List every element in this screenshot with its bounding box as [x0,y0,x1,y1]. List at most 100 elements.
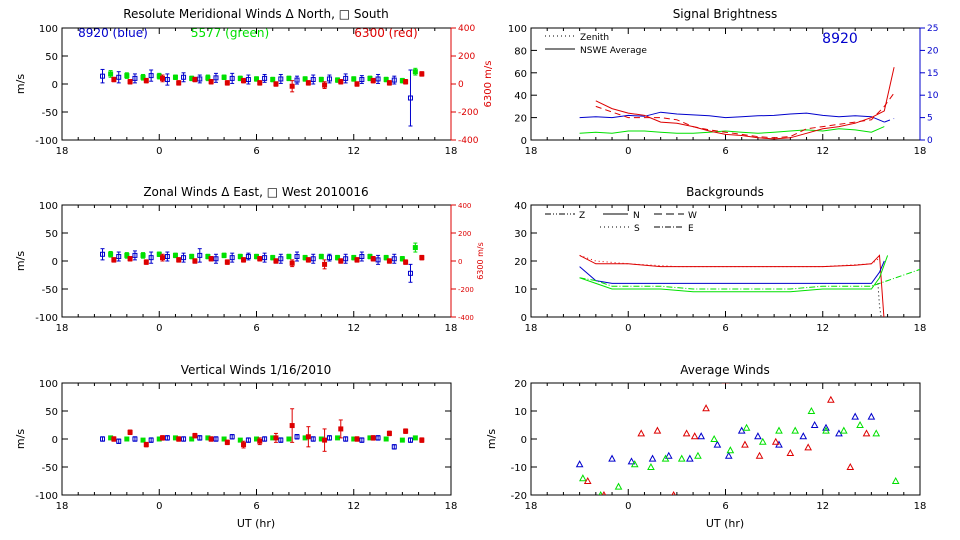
x-tick-label: 18 [525,323,538,334]
y-tick-label: -50 [42,463,58,474]
data-point-6300 [241,442,247,448]
data-point-5577 [335,435,341,441]
data-point-6300 [273,435,279,441]
data-point-8920 [213,256,219,262]
data-point-5577 [221,252,227,258]
x-tick-label: 12 [347,146,360,157]
y-tick-label: 40 [514,201,527,212]
y-tick-label: -50 [42,285,58,296]
legend-label-w: W [688,211,697,221]
data-point-6300 [419,437,425,443]
data-point-8920 [375,257,381,263]
data-point-6300 [273,258,279,264]
data-point-6300 [804,443,813,451]
y2-tick-label: 200 [458,52,475,62]
data-point-8920 [294,77,300,83]
data-point-6300 [224,439,230,445]
panel-signal-brightness: Signal Brightness 8920 Zenith NSWE Avera… [508,7,939,157]
data-point-6300 [257,438,263,444]
data-point-8920 [724,451,733,459]
data-point-6300 [671,490,676,495]
data-point-5577 [221,74,227,80]
data-point-6300 [370,78,376,84]
y-tick-label: 100 [39,379,58,390]
data-point-8920 [326,255,332,261]
data-point-8920 [343,436,349,442]
data-point-6300 [386,430,392,436]
data-point-5577 [351,436,357,442]
series-line-8920-zenith [884,118,895,123]
data-point-8920 [181,436,187,442]
data-point-6300 [208,79,214,85]
data-point-8920 [359,77,365,83]
x-tick-label: 18 [445,146,458,157]
series-line-6300-n [579,254,885,317]
data-point-6300 [386,258,392,264]
data-point-6300 [192,77,198,83]
y-tick-label: 0 [52,80,58,91]
data-point-8920 [359,437,365,443]
legend-label-nswe: NSWE Average [580,46,647,56]
data-point-6300 [653,426,662,434]
data-point-5577 [172,435,178,441]
x-tick-label: 12 [816,323,829,334]
data-point-6300 [403,428,409,434]
data-point-6300 [305,257,311,263]
y-tick-label: -10 [511,463,527,474]
data-point-5577 [351,76,357,82]
data-point-5577 [775,426,783,434]
data-point-8920 [407,270,413,276]
data-point-5577 [318,254,324,260]
x-tick-label: 6 [253,146,259,157]
data-point-6300 [143,442,149,448]
data-point-6300 [862,429,871,437]
y-tick-label: 30 [514,229,527,240]
legend-label-s: S [634,224,640,234]
data-point-6300 [241,257,247,263]
data-point-6300 [143,259,149,265]
x-tick-label: 12 [816,146,829,157]
data-point-5577 [286,254,292,260]
y-tick-label: -100 [35,136,58,147]
y-tick-label: 20 [514,257,527,268]
data-point-6300 [601,490,607,495]
data-point-6300 [111,77,117,83]
x-tick-label: 6 [253,323,259,334]
x-tick-label: 0 [625,323,631,334]
data-point-6300 [827,395,835,403]
data-point-6300 [419,71,425,77]
data-point-8920 [310,256,316,262]
x-tick-label: 18 [914,323,927,334]
data-point-5577 [156,73,162,79]
x-tick-label: 0 [156,323,162,334]
data-point-8920 [164,77,170,83]
y-tick-label: 50 [45,407,58,418]
annotation-8920-blue: 8920 (blue) [78,26,148,40]
legend-label-zenith: Zenith [580,33,609,43]
data-point-8920 [148,255,154,261]
data-point-8920 [100,436,106,442]
y2-tick-label: -200 [458,286,474,294]
data-point-8920 [310,436,316,442]
data-point-5577 [205,75,211,81]
data-point-5577 [579,474,587,482]
data-point-5577 [335,255,341,261]
data-point-5577 [383,436,389,442]
data-layer [579,67,895,140]
data-layer [579,254,920,317]
data-point-6300 [305,434,311,440]
data-point-5577 [156,436,162,442]
y-tick-label: 0 [521,136,527,147]
series-line-6300-zenith [595,92,895,139]
chart-title: Zonal Winds Δ East, □ West 2010016 [143,185,368,199]
data-point-8920 [391,256,397,262]
data-point-5577 [399,437,405,443]
data-point-5577 [302,76,308,82]
y2-tick-label: 5 [927,114,933,124]
data-point-8920 [407,95,413,101]
data-point-8920 [245,77,251,83]
y2-tick-label: 0 [458,80,464,90]
data-point-5577 [108,435,114,441]
